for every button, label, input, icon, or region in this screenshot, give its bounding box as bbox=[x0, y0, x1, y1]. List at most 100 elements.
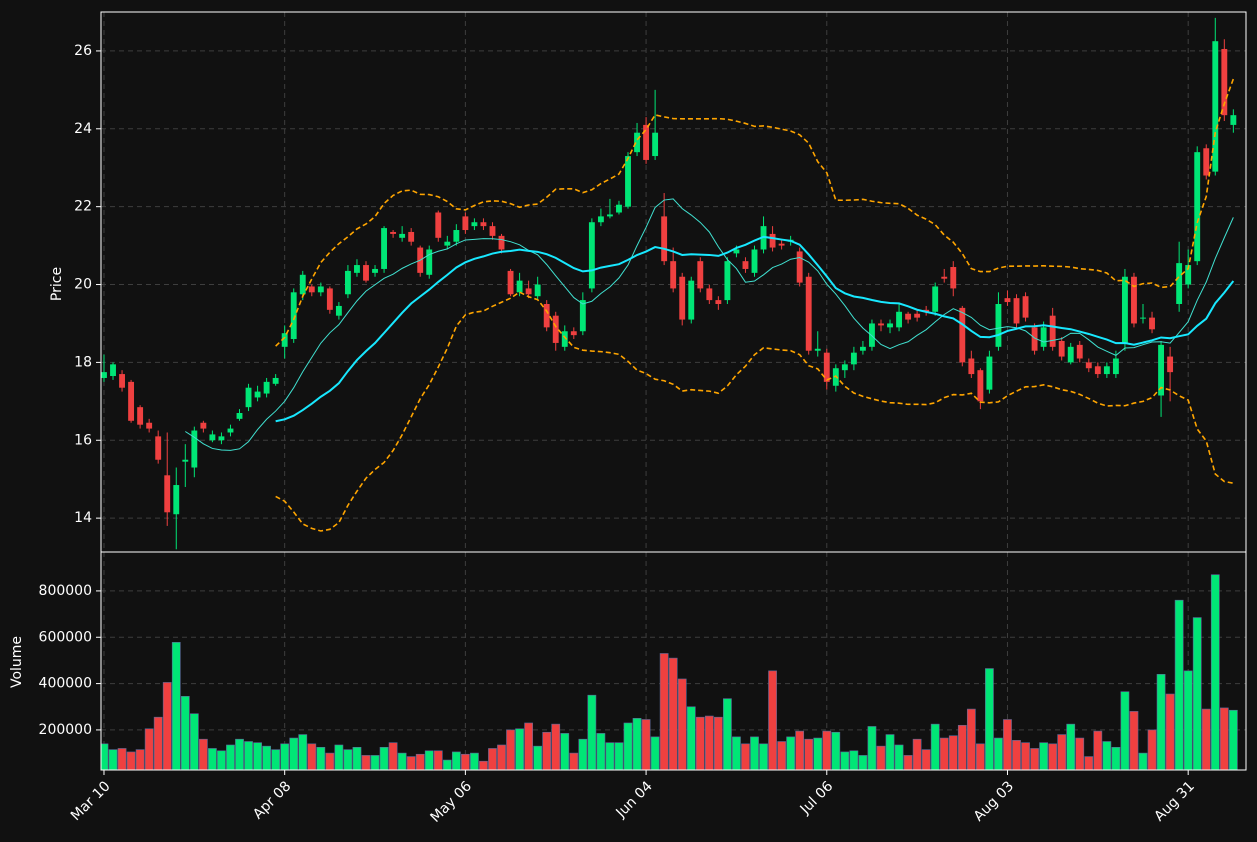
candle-body bbox=[751, 249, 758, 273]
candle-body bbox=[869, 323, 875, 347]
candle-body bbox=[1185, 265, 1192, 285]
volume-bar bbox=[867, 726, 877, 770]
y-tick-label: 20 bbox=[74, 277, 92, 293]
volume-bar bbox=[343, 749, 353, 770]
volume-bar bbox=[596, 733, 606, 770]
volume-tick-label: 600000 bbox=[39, 629, 92, 645]
volume-bar bbox=[560, 733, 570, 770]
volume-bar bbox=[325, 752, 335, 770]
candle-body bbox=[823, 352, 830, 382]
candle-body bbox=[507, 270, 514, 295]
candle-body bbox=[896, 311, 902, 328]
candle-body bbox=[652, 132, 659, 157]
candle-body bbox=[101, 372, 107, 378]
volume-marks bbox=[101, 574, 1238, 770]
volume-tick-label: 200000 bbox=[39, 722, 92, 738]
candle-body bbox=[1031, 327, 1038, 351]
moving-average bbox=[185, 198, 1234, 451]
volume-bar bbox=[578, 738, 588, 770]
volume-bar bbox=[551, 723, 561, 770]
volume-bar bbox=[641, 719, 651, 770]
candle-body bbox=[354, 265, 360, 273]
candle-body bbox=[525, 288, 532, 295]
volume-bar bbox=[1174, 599, 1184, 770]
candle-body bbox=[679, 276, 686, 320]
candle-body bbox=[335, 305, 342, 316]
volume-bar bbox=[976, 743, 985, 770]
volume-bar bbox=[650, 736, 660, 770]
candle-body bbox=[543, 303, 550, 328]
candle-body bbox=[480, 222, 487, 227]
volume-bar bbox=[1183, 670, 1193, 770]
candle-body bbox=[254, 391, 261, 398]
volume-bar bbox=[876, 745, 886, 770]
candle-body bbox=[769, 233, 776, 248]
candle-body bbox=[796, 251, 803, 283]
candle-body bbox=[326, 288, 333, 310]
volume-bar bbox=[1201, 708, 1211, 770]
candle-body bbox=[381, 228, 388, 269]
volume-bar bbox=[1192, 617, 1202, 770]
candle-body bbox=[399, 233, 406, 238]
volume-bar bbox=[840, 751, 850, 770]
candle-body bbox=[887, 323, 893, 328]
candle-body bbox=[110, 364, 116, 377]
volume-bar bbox=[171, 642, 181, 770]
volume-bar bbox=[397, 752, 407, 770]
candle-body bbox=[308, 286, 315, 293]
candle-body bbox=[706, 288, 713, 301]
candle-body bbox=[1076, 344, 1083, 359]
candle-body bbox=[1176, 263, 1183, 304]
candle-body bbox=[1067, 346, 1074, 363]
candle-body bbox=[778, 243, 785, 246]
bollinger-upper bbox=[275, 78, 1235, 347]
candle-body bbox=[814, 348, 821, 351]
candle-body bbox=[164, 475, 171, 513]
volume-bar bbox=[569, 752, 579, 770]
candle-body bbox=[570, 331, 577, 336]
volume-bar bbox=[966, 708, 976, 770]
candle-body bbox=[932, 286, 939, 312]
candle-body bbox=[1022, 296, 1029, 318]
candle-body bbox=[742, 261, 749, 269]
candle-body bbox=[245, 387, 252, 408]
volume-bar bbox=[912, 738, 922, 770]
volume-bar bbox=[424, 750, 434, 770]
candle-body bbox=[344, 270, 351, 295]
volume-bar bbox=[108, 749, 118, 770]
volume-bar bbox=[461, 753, 470, 770]
volume-bar bbox=[659, 653, 669, 770]
volume-bar bbox=[479, 760, 488, 770]
volume-bar bbox=[930, 723, 940, 770]
candle-body bbox=[1004, 298, 1011, 303]
candle-body bbox=[1049, 315, 1056, 347]
volume-bar bbox=[1021, 742, 1030, 770]
candle-body bbox=[661, 216, 668, 262]
candle-body bbox=[444, 241, 451, 246]
volume-bar bbox=[587, 694, 597, 770]
y-tick-label: 22 bbox=[74, 199, 92, 215]
volume-bar bbox=[280, 743, 290, 770]
volume-bar bbox=[957, 724, 967, 770]
volume-bar bbox=[939, 737, 949, 770]
candle-body bbox=[1203, 148, 1210, 176]
volume-bar bbox=[470, 752, 479, 770]
candle-body bbox=[119, 374, 125, 388]
volume-bar bbox=[515, 728, 524, 770]
bollinger-lower bbox=[275, 291, 1234, 532]
volume-bar bbox=[614, 742, 624, 770]
volume-bar bbox=[488, 748, 497, 770]
candle-body bbox=[805, 276, 812, 351]
volume-bar bbox=[361, 755, 371, 770]
candle-body bbox=[299, 274, 306, 295]
candle-body bbox=[182, 459, 189, 462]
candle-body bbox=[850, 352, 857, 365]
volume-bar bbox=[208, 748, 217, 770]
volume-bar bbox=[497, 744, 506, 770]
volume-bar bbox=[741, 743, 750, 770]
candle-body bbox=[1058, 340, 1065, 357]
candle-body bbox=[995, 303, 1002, 347]
volume-bar bbox=[732, 736, 741, 770]
volume-bar bbox=[1228, 709, 1238, 770]
